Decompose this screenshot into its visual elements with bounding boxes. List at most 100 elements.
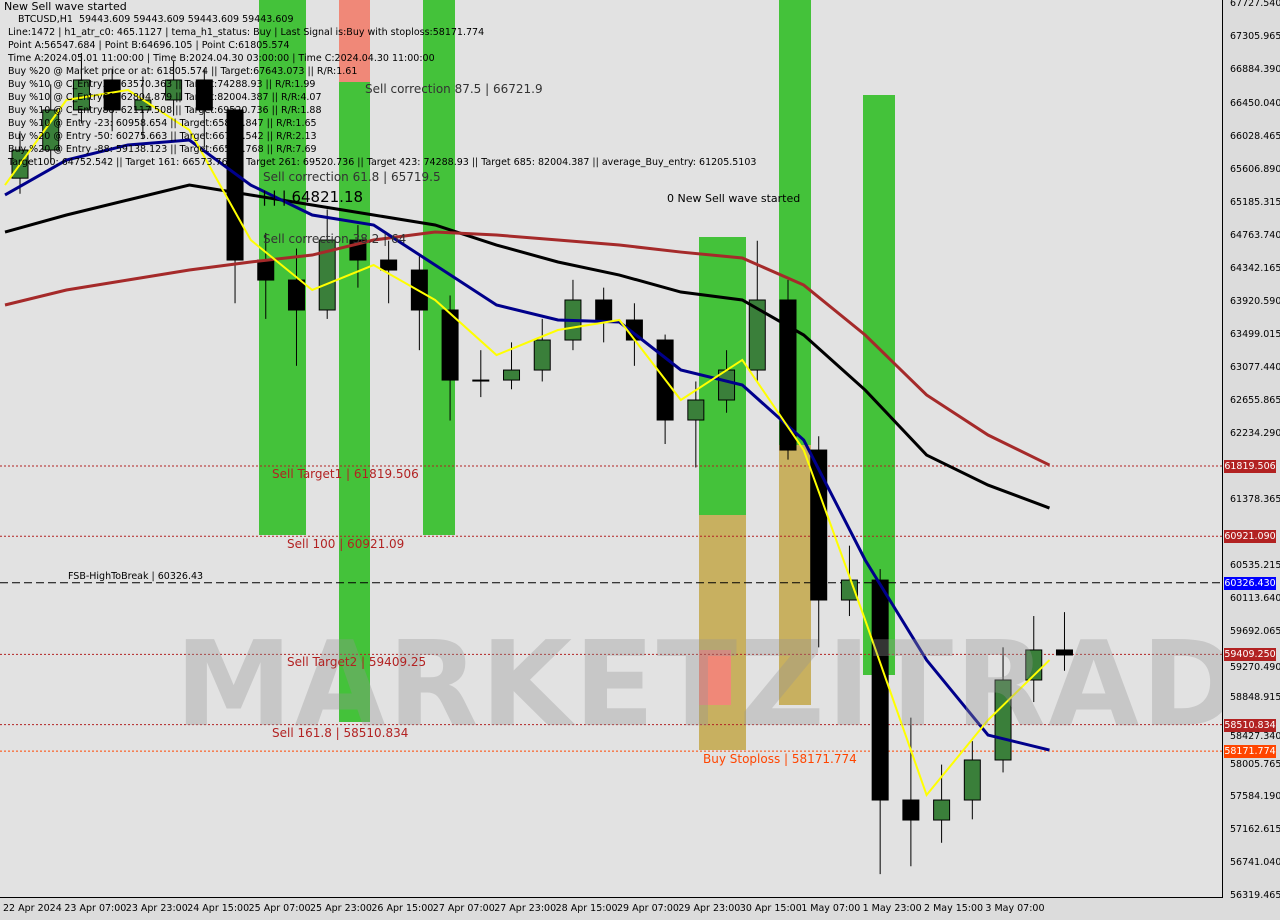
price-tag: 58171.774 [1224, 745, 1276, 759]
x-tick-label: 29 Apr 07:00 [617, 903, 679, 914]
candle-body [380, 259, 398, 271]
x-tick-label: 26 Apr 15:00 [371, 903, 434, 914]
info-line: Buy %10 @ C_Entry88: 62117.508 || Target… [8, 105, 322, 116]
title-partial: New Sell wave started [4, 0, 127, 13]
candle-body [103, 79, 121, 111]
x-tick-label: 27 Apr 07:00 [432, 903, 495, 914]
info-line: Target100: 64752.542 || Target 161: 6657… [8, 157, 757, 168]
y-tick-label: 58427.340 [1230, 731, 1280, 743]
candle-body [687, 399, 705, 421]
ma-line [4, 88, 1051, 798]
candle-body [42, 109, 60, 151]
candle-body [226, 109, 244, 261]
y-tick-label: 66028.465 [1230, 130, 1280, 142]
candle-body [748, 299, 766, 371]
ma-line [4, 183, 1051, 510]
y-tick-label: 56741.040 [1230, 857, 1280, 869]
y-tick-label: 63499.015 [1230, 328, 1280, 340]
price-tag: 60326.430 [1224, 576, 1276, 590]
y-tick-label: 56319.465 [1230, 890, 1280, 901]
price-tag: 60921.090 [1224, 530, 1276, 544]
level-64821-label: | | | 64821.18 [262, 188, 364, 206]
candle-body [503, 369, 521, 381]
info-line: Point A:56547.684 | Point B:64696.105 | … [8, 40, 290, 51]
level-label: Sell Target1 | 61819.506 [272, 466, 419, 481]
candle-body [963, 759, 981, 801]
candle-body [195, 79, 213, 111]
zone-green-2 [339, 0, 370, 722]
y-tick-label: 58005.765 [1230, 759, 1280, 771]
y-tick-label: 64763.740 [1230, 229, 1280, 241]
x-tick-label: 3 May 07:00 [985, 903, 1045, 914]
candle-body [871, 579, 889, 801]
candle-body [257, 259, 275, 281]
candle-body [1055, 649, 1073, 656]
x-tick-label: 29 Apr 23:00 [678, 903, 741, 914]
y-tick-label: 66884.390 [1230, 63, 1280, 75]
info-line: Buy %10 @ C_Entry38: 63570.363 || Target… [8, 79, 316, 90]
y-tick-label: 57584.190 [1230, 791, 1280, 803]
x-tick-label: 27 Apr 23:00 [494, 903, 557, 914]
x-tick-label: 25 Apr 07:00 [248, 903, 311, 914]
y-tick-label: 61378.365 [1230, 494, 1280, 506]
new-sell-wave-label: 0 New Sell wave started [667, 192, 801, 205]
x-tick-label: 22 Apr 2024 [3, 903, 62, 914]
price-tag: 58510.834 [1224, 718, 1276, 732]
y-tick-label: 58848.915 [1230, 692, 1280, 704]
zone-green-6 [863, 95, 895, 675]
y-tick-label: 65606.890 [1230, 163, 1280, 175]
x-tick-label: 25 Apr 23:00 [310, 903, 372, 914]
plot-area[interactable]: MARKETZITRADE New Sell wave started BTCUS… [0, 0, 1223, 898]
y-tick-label: 66450.040 [1230, 97, 1280, 109]
candle-body [287, 279, 305, 311]
price-tag: 61819.506 [1224, 459, 1276, 473]
info-line: Buy %10 @ C_Entry61: 62804.879 || Target… [8, 92, 322, 103]
sell-correction-38-label: Sell correction 38.2 | 64 [263, 232, 407, 246]
zone-tan-4 [699, 515, 746, 750]
zone-red-2 [339, 0, 370, 82]
ma-line [4, 138, 1050, 752]
y-tick-label: 63077.440 [1230, 361, 1280, 373]
y-tick-label: 64342.165 [1230, 262, 1280, 274]
x-tick-label: 1 May 23:00 [862, 903, 922, 914]
price-tag: 59409.250 [1224, 648, 1276, 662]
y-tick-label: 67305.965 [1230, 30, 1280, 42]
x-tick-label: 24 Apr 15:00 [187, 903, 250, 914]
sell-correction-61-label: Sell correction 61.8 | 65719.5 [263, 170, 441, 184]
y-tick-label: 60113.640 [1230, 593, 1280, 605]
x-tick-label: 23 Apr 23:00 [125, 903, 188, 914]
level-label: Buy Stoploss | 58171.774 [703, 752, 857, 767]
level-label: FSB-HighToBreak | 60326.43 [68, 570, 204, 582]
y-tick-label: 62655.865 [1230, 394, 1280, 406]
candle-body [318, 239, 336, 311]
info-line: Buy %20 @ Market price or at: 61805.574 … [8, 66, 358, 77]
candle-body [533, 339, 551, 371]
y-tick-label: 63920.590 [1230, 295, 1280, 307]
info-line: Buy %10 @ Entry -23: 60958.654 || Target… [8, 118, 317, 129]
x-tick-label: 2 May 15:00 [924, 903, 984, 914]
ma-line [4, 230, 1051, 467]
y-tick-label: 67727.540 [1230, 0, 1280, 9]
candle-body [472, 379, 490, 382]
price-chart [0, 53, 1222, 875]
info-line: Time A:2024.05.01 11:00:00 | Time B:2024… [8, 53, 435, 64]
zone-tan-5 [779, 445, 811, 705]
x-tick-label: 1 May 07:00 [801, 903, 861, 914]
candle-body [595, 299, 613, 321]
candle-body [779, 299, 797, 451]
y-tick-label: 59270.490 [1230, 662, 1280, 674]
info-panel: New Sell wave started BTCUSD,H1 59443.609… [4, 0, 756, 169]
x-tick-label: 23 Apr 07:00 [64, 903, 127, 914]
sell-correction-87-label: Sell correction 87.5 | 66721.9 [365, 82, 543, 96]
info-line: Buy %20 @ Entry -88: 59138.123 || Target… [8, 144, 317, 155]
info-line: BTCUSD,H1 59443.609 59443.609 59443.609 … [18, 14, 294, 25]
y-tick-label: 60535.215 [1230, 560, 1280, 572]
level-label: Sell 100 | 60921.09 [287, 537, 405, 552]
y-tick-label: 65185.315 [1230, 196, 1280, 208]
candle-body [165, 79, 183, 101]
info-line: Buy %20 @ Entry -50: 60275.663 || Target… [8, 131, 317, 142]
info-line: Line:1472 | h1_atr_c0: 465.1127 | tema_h… [8, 27, 485, 38]
y-tick-label: 62234.290 [1230, 427, 1280, 439]
y-tick-label: 59692.065 [1230, 626, 1280, 638]
